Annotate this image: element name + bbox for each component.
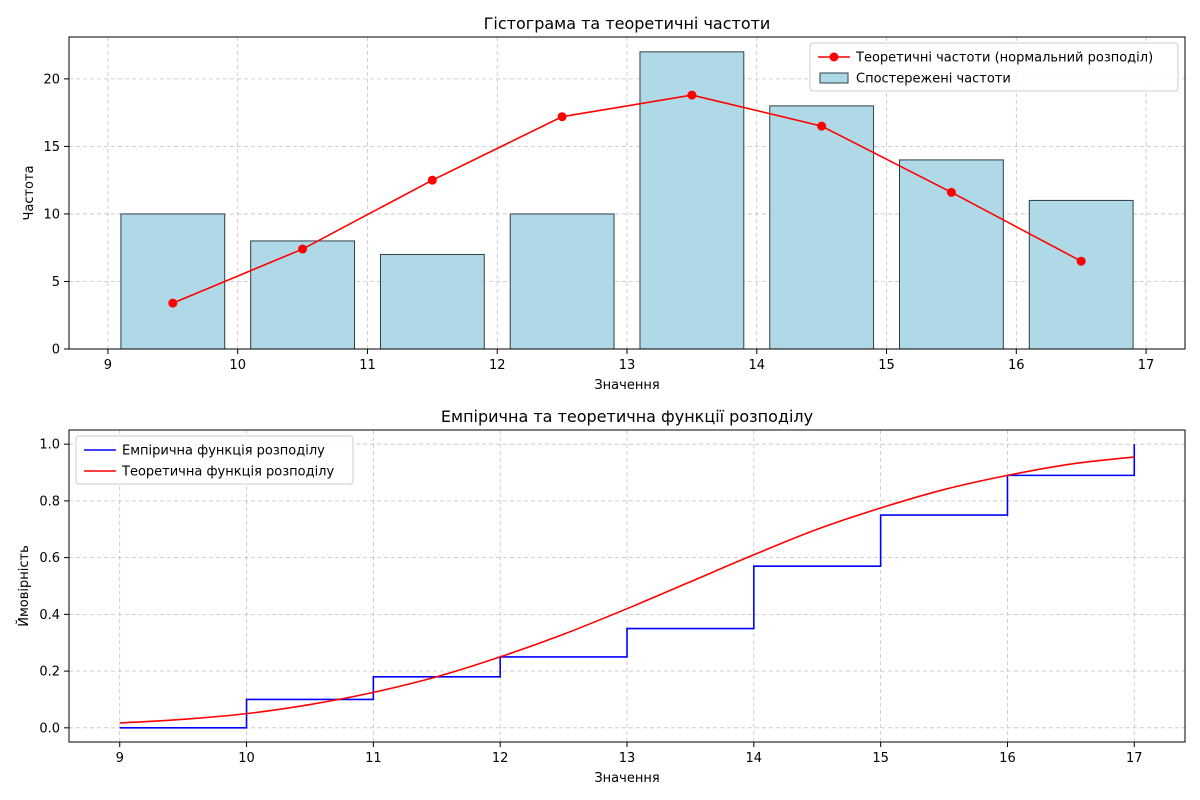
legend-swatch-bar [819,72,849,84]
histogram-bar [120,213,226,350]
histogram-title: Гістограма та теоретичні частоти [484,14,771,33]
theoretical-frequency-point [557,112,567,122]
y-tick-label: 10 [43,207,60,222]
x-tick-label: 17 [1126,751,1143,766]
theoretical-frequency-series [168,90,1086,308]
x-tick-label: 10 [229,358,246,373]
theoretical-frequency-point [1076,256,1086,266]
x-tick-label: 9 [116,751,124,766]
theoretical-frequency-point [427,175,437,185]
cdf-chart: 9 10 11 12 13 14 15 16 17 0.0 0.2 0.4 0.6 0.8 1.0 Емпір… [16,407,1186,786]
legend-swatch-marker [829,52,839,62]
y-tick-label: 0 [52,343,60,358]
x-tick-label: 9 [104,358,112,373]
histogram-bar [509,213,615,350]
legend-label: Теоретичні частоти (нормальний розподіл) [855,51,1153,66]
x-tick-label: 17 [1138,358,1155,373]
histogram-ticks: 9 10 11 12 13 14 15 16 17 0 5 10 15 20 [43,72,1154,373]
theoretical-frequency-point [298,244,308,254]
theoretical-cdf-curve [119,456,1135,724]
y-tick-label: 1.0 [39,438,60,453]
y-tick-label: 0.8 [39,494,60,509]
x-tick-label: 13 [619,358,636,373]
cdf-title: Емпірична та теоретична функції розподіл… [441,407,813,426]
x-tick-label: 15 [872,751,889,766]
histogram-bar [1028,199,1134,350]
histogram-y-axis-label: Частота [22,165,37,220]
x-tick-label: 14 [748,358,765,373]
x-tick-label: 13 [619,751,636,766]
y-tick-label: 15 [43,140,60,155]
histogram-chart: 9 10 11 12 13 14 15 16 17 0 5 10 15 20 Гістограма та т… [22,14,1186,393]
cdf-y-axis-label: Ймовірність [16,545,32,627]
y-tick-label: 20 [43,72,60,87]
x-tick-label: 12 [489,358,506,373]
x-tick-label: 11 [359,358,376,373]
x-tick-label: 14 [746,751,763,766]
legend-box [809,42,1179,92]
x-tick-label: 11 [365,751,382,766]
histogram-bar [379,253,485,350]
y-tick-label: 5 [52,275,60,290]
y-tick-label: 0.4 [39,608,60,623]
x-tick-label: 10 [238,751,255,766]
x-tick-label: 16 [1008,358,1025,373]
legend-label: Теоретична функція розподілу [121,465,334,480]
theoretical-frequency-point [687,90,697,100]
histogram-x-axis-label: Значення [594,378,659,393]
legend-label: Спостережені частоти [856,72,1011,87]
empirical-cdf-line [119,444,1136,729]
y-tick-label: 0.6 [39,551,60,566]
x-tick-label: 16 [999,751,1016,766]
legend-box [75,435,354,485]
legend-label: Емпірична функція розподілу [122,444,325,459]
histogram-legend: Теоретичні частоти (нормальний розподіл)… [809,42,1179,92]
cdf-ticks: 9 10 11 12 13 14 15 16 17 0.0 0.2 0.4 0.6 0.8 1.0 [39,438,1142,766]
x-tick-label: 12 [492,751,509,766]
cdf-x-axis-label: Значення [594,771,659,786]
y-tick-label: 0.2 [39,665,60,680]
histogram-bar [250,240,355,350]
histogram-bar [769,105,875,350]
theoretical-frequency-point [817,121,827,131]
theoretical-frequency-point [946,187,956,197]
y-tick-label: 0.0 [39,721,60,736]
cdf-legend: Емпірична функція розподілу Теоретична фу… [75,435,354,485]
theoretical-frequency-point [168,298,178,308]
x-tick-label: 15 [878,358,895,373]
theoretical-frequency-line [172,94,1082,304]
